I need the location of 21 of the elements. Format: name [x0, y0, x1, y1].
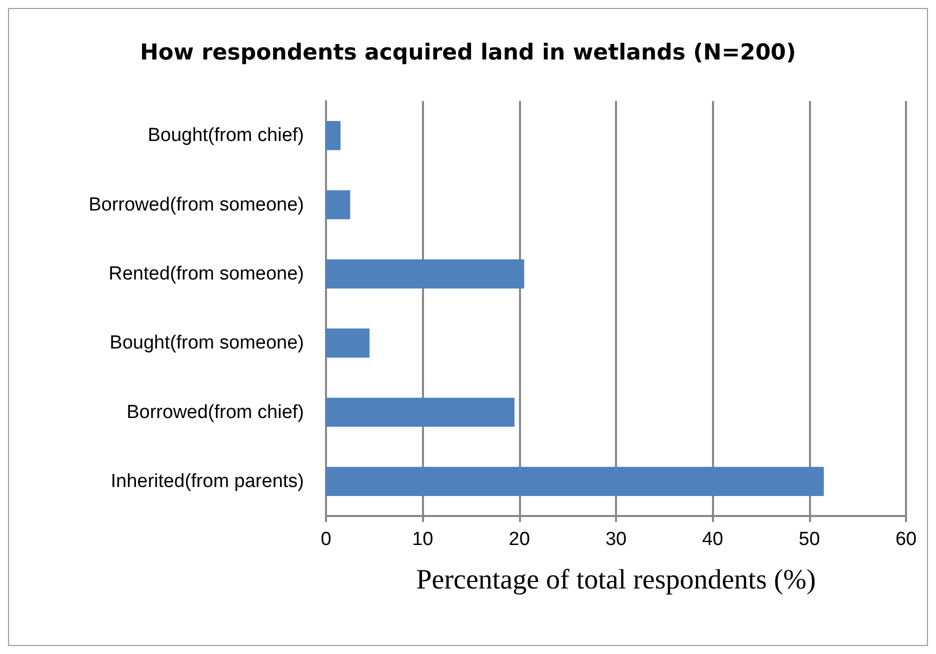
y-tick-label: Bought(from someone) — [110, 332, 304, 354]
x-tick-label: 0 — [320, 529, 332, 550]
bar — [326, 259, 524, 288]
y-tick-label: Borrowed(from someone) — [88, 194, 304, 216]
bar — [326, 121, 340, 150]
y-tick-label: Rented(from someone) — [108, 263, 304, 284]
bar — [326, 328, 370, 358]
x-tick-label: 20 — [508, 529, 530, 550]
x-tick-label: 10 — [412, 529, 434, 550]
bar — [326, 190, 350, 220]
x-tick-label: 60 — [895, 529, 917, 550]
bar — [326, 466, 824, 496]
x-tick-label: 40 — [702, 529, 724, 550]
y-tick-label: Bought(from chief) — [148, 125, 304, 146]
bar — [326, 398, 514, 427]
x-axis-title: Percentage of total respondents (%) — [416, 564, 816, 596]
x-tick-label: 50 — [798, 529, 820, 550]
y-tick-label: Borrowed(from chief) — [126, 402, 304, 423]
chart-title: How respondents acquired land in wetlands (N=200) — [140, 40, 796, 66]
x-tick-label: 30 — [605, 529, 627, 550]
y-tick-label: Inherited(from parents) — [110, 470, 304, 492]
